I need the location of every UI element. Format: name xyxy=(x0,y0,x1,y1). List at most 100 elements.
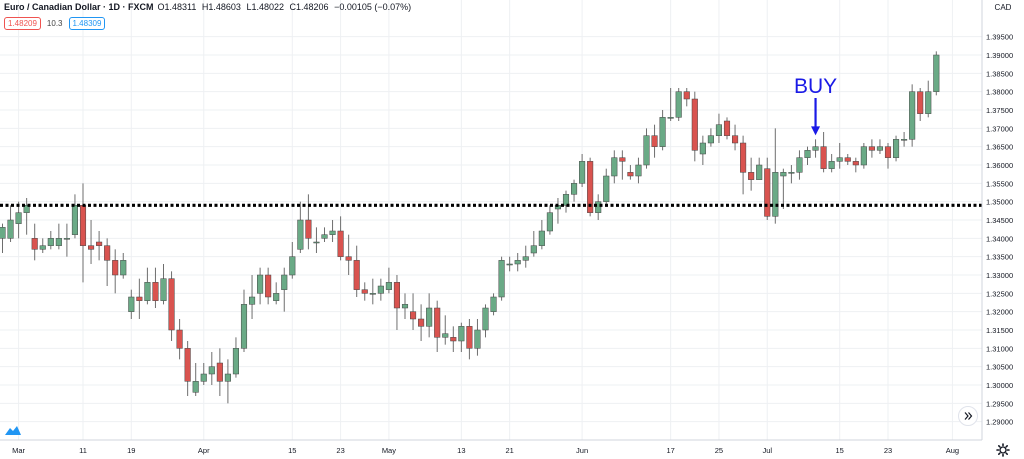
price-tick-label: 1.35000 xyxy=(986,198,1013,207)
time-tick-label: 23 xyxy=(336,446,344,455)
candle-body xyxy=(434,307,441,338)
candle-body xyxy=(31,238,38,250)
candle-body xyxy=(410,311,417,320)
time-tick-label: Aug xyxy=(946,446,959,455)
candle-body xyxy=(249,296,256,305)
grid xyxy=(0,0,982,440)
candle-body xyxy=(63,238,70,240)
time-tick-label: 11 xyxy=(79,446,87,455)
candle-body xyxy=(748,172,755,180)
settings-gear-icon[interactable] xyxy=(996,443,1010,457)
candle-body xyxy=(498,260,505,298)
candle-body xyxy=(224,373,231,382)
candle-body xyxy=(514,260,521,265)
time-tick-label: 25 xyxy=(715,446,723,455)
candle-body xyxy=(860,146,867,166)
candle-body xyxy=(184,348,191,382)
candle-body xyxy=(901,139,908,141)
time-tick-label: 17 xyxy=(666,446,674,455)
candle-body xyxy=(820,146,827,169)
candle-body xyxy=(868,146,875,151)
candle-body xyxy=(490,296,497,312)
candle-body xyxy=(313,241,320,244)
price-tick-label: 1.31000 xyxy=(986,344,1013,353)
scroll-to-realtime-icon[interactable] xyxy=(958,406,978,426)
candle-body xyxy=(289,256,296,276)
open-value: O1.48311 xyxy=(157,2,197,12)
candle-body xyxy=(603,175,610,202)
candle-body xyxy=(812,146,819,151)
candle-body xyxy=(128,296,135,312)
candle-body xyxy=(482,307,489,331)
bid-ask-row: 1.48209 10.3 1.48309 xyxy=(4,17,106,30)
time-axis[interactable]: Mar 11 19 Apr 15 23 May 13 21 Jun 17 25 Jul 15 23 Aug xyxy=(12,446,959,455)
candle-body xyxy=(651,135,658,147)
price-tick-label: 1.34500 xyxy=(986,216,1013,225)
symbol-title[interactable]: Euro / Canadian Dollar · 1D · FXCM xyxy=(4,2,154,12)
candle-body xyxy=(707,135,714,144)
candle-body xyxy=(852,161,859,166)
candle-body xyxy=(595,201,602,213)
candle-body xyxy=(611,157,618,177)
candle-body xyxy=(337,230,344,257)
price-tick-label: 1.33000 xyxy=(986,271,1013,280)
candle-body xyxy=(538,230,545,246)
candle-body xyxy=(200,373,207,382)
candle-body xyxy=(699,142,706,155)
price-axis[interactable]: 1.39500 1.39000 1.38500 1.38000 1.37500 1.370… xyxy=(986,33,1013,427)
candle-body xyxy=(474,329,481,349)
candle-body xyxy=(796,157,803,173)
close-value: C1.48206 xyxy=(289,2,329,12)
candle-body xyxy=(917,91,924,114)
candle-body xyxy=(176,329,183,349)
candle-body xyxy=(667,117,674,119)
candle-body xyxy=(450,337,457,342)
candle-body xyxy=(353,260,360,290)
price-tick-label: 1.30000 xyxy=(986,381,1013,390)
buy-label: BUY xyxy=(794,75,837,98)
candle-body xyxy=(675,91,682,118)
sell-price-button[interactable]: 1.48209 xyxy=(4,17,41,30)
candle-body xyxy=(418,318,425,327)
candle-body xyxy=(96,241,103,246)
buy-annotation: BUY xyxy=(794,75,837,136)
price-tick-label: 1.39500 xyxy=(986,33,1013,42)
candle-body xyxy=(136,296,143,301)
time-tick-label: 15 xyxy=(288,446,296,455)
candle-body xyxy=(466,326,473,349)
candle-body xyxy=(79,205,87,246)
price-tick-label: 1.30500 xyxy=(986,363,1013,372)
candle-body xyxy=(15,212,22,224)
candle-body xyxy=(104,245,111,261)
candle-body xyxy=(506,263,513,266)
candle-body xyxy=(208,366,215,375)
candle-body xyxy=(257,274,264,294)
candle-body xyxy=(23,205,30,213)
time-tick-label: Jul xyxy=(762,446,772,455)
price-tick-label: 1.29500 xyxy=(986,399,1013,408)
price-tick-label: 1.33500 xyxy=(986,253,1013,262)
candle-body xyxy=(619,157,626,162)
price-tick-label: 1.31500 xyxy=(986,326,1013,335)
candle-body xyxy=(691,98,698,151)
candle-body xyxy=(281,274,288,290)
time-tick-label: Jun xyxy=(576,446,588,455)
candle-body xyxy=(112,260,119,276)
high-value: H1.48603 xyxy=(201,2,241,12)
candle-body xyxy=(426,307,433,327)
candle-body xyxy=(546,212,553,232)
candle-body xyxy=(723,120,731,136)
candle-body xyxy=(377,285,384,294)
price-tick-label: 1.32500 xyxy=(986,289,1013,298)
candle-body xyxy=(442,333,449,338)
candle-body xyxy=(530,245,537,254)
chart-legend: Euro / Canadian Dollar · 1D · FXCM O1.48… xyxy=(4,2,414,12)
buy-price-button[interactable]: 1.48309 xyxy=(68,17,106,30)
candle-body xyxy=(232,348,239,375)
tradingview-logo-icon[interactable] xyxy=(4,424,22,436)
price-tick-label: 1.37000 xyxy=(986,124,1013,133)
candle-body xyxy=(120,260,127,276)
candle-body xyxy=(88,245,95,250)
candle-body xyxy=(168,278,175,331)
